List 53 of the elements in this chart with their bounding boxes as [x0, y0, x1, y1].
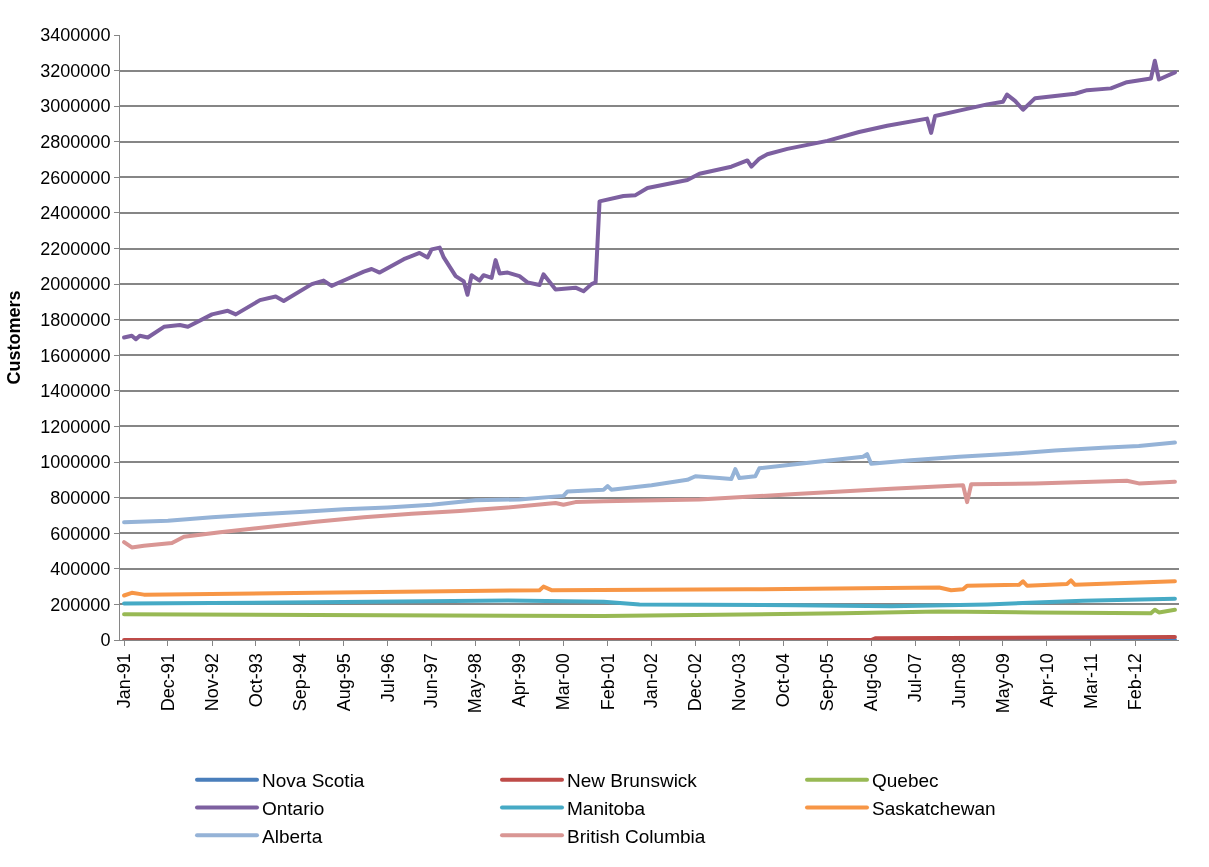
y-tick-label: 200000: [50, 594, 111, 615]
x-tick-label: May-98: [465, 653, 486, 714]
y-tick-label: 3400000: [40, 25, 111, 46]
x-tick-label: Sep-94: [289, 653, 310, 712]
line-series: [122, 578, 1177, 598]
x-tick-label: Feb-01: [597, 653, 618, 711]
x-tick-label: Apr-10: [1036, 653, 1057, 708]
y-tick-label: 3000000: [40, 96, 111, 117]
x-tick-label: Oct-04: [773, 653, 794, 708]
legend-label: British Columbia: [567, 825, 706, 847]
x-tick-label: Sep-05: [817, 653, 838, 712]
y-axis-title: Customers: [3, 290, 24, 385]
y-tick-label: 3200000: [40, 60, 111, 81]
x-tick-label: May-09: [992, 653, 1013, 714]
y-tick-label: 1800000: [40, 310, 111, 331]
legend-label: New Brunswick: [567, 770, 698, 792]
y-tick-label: 2600000: [40, 167, 111, 188]
y-tick-label: 600000: [50, 523, 111, 544]
y-tick-label: 1400000: [40, 381, 111, 402]
x-tick-label: Aug-06: [861, 653, 882, 712]
y-tick-label: 2400000: [40, 203, 111, 224]
y-tick-label: 400000: [50, 559, 111, 580]
x-tick-label: Dec-91: [157, 653, 178, 712]
y-tick-label: 2000000: [40, 274, 111, 295]
x-tick-label: Oct-93: [245, 653, 266, 708]
y-tick-label: 1200000: [40, 416, 111, 437]
x-tick-label: Jun-08: [948, 653, 969, 709]
legend-label: Ontario: [262, 797, 325, 819]
line-series: [122, 607, 1177, 618]
x-tick-label: Nov-92: [201, 653, 222, 712]
x-tick-label: Feb-12: [1124, 653, 1145, 711]
x-tick-label: Nov-03: [729, 653, 750, 712]
legend-label: Quebec: [872, 770, 939, 792]
y-tick-label: 2800000: [40, 132, 111, 153]
legend-label: Nova Scotia: [262, 770, 365, 792]
y-tick-label: 2200000: [40, 238, 111, 259]
legend-label: Manitoba: [567, 797, 646, 819]
x-tick-label: Dec-02: [685, 653, 706, 712]
legend-label: Alberta: [262, 825, 323, 847]
y-tick-label: 1600000: [40, 345, 111, 366]
y-tick-label: 800000: [50, 487, 111, 508]
x-tick-label: Mar-00: [553, 653, 574, 711]
x-tick-label: Apr-99: [509, 653, 530, 708]
y-tick-label: 1000000: [40, 452, 111, 473]
x-tick-label: Jul-96: [377, 653, 398, 703]
legend-label: Saskatchewan: [872, 797, 996, 819]
y-tick-label: 0: [100, 630, 111, 651]
x-tick-label: Aug-95: [333, 653, 354, 712]
x-tick-label: Jan-91: [113, 653, 134, 709]
x-tick-label: Jun-97: [421, 653, 442, 709]
x-tick-label: Jul-07: [904, 653, 925, 703]
x-tick-label: Jan-02: [641, 653, 662, 709]
x-tick-label: Mar-11: [1080, 653, 1101, 709]
